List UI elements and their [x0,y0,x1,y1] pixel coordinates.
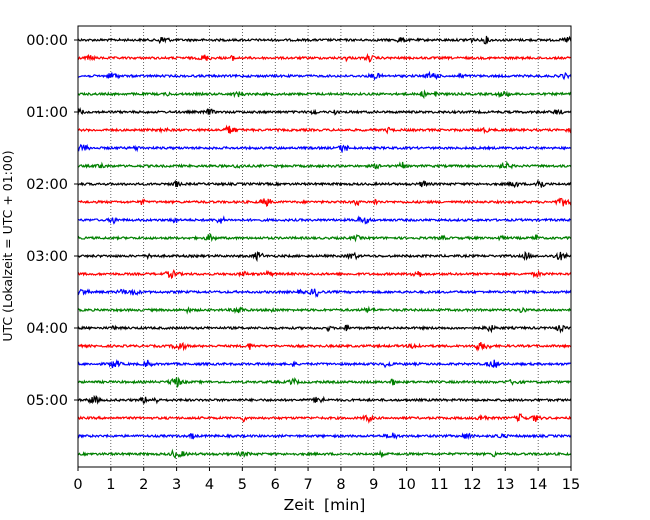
x-tick-label: 11 [430,477,448,493]
trace-0430 [77,358,572,369]
trace-0230 [77,215,572,225]
trace-0200 [77,178,572,189]
x-tick-label: 6 [271,477,280,493]
trace-0300 [77,250,572,263]
trace-0545 [77,448,572,459]
x-axis-ticks: 0 1 2 3 4 5 6 7 8 9 10 11 12 13 14 15 [73,467,580,493]
y-tick-label: 05:00 [26,393,68,409]
x-tick-label: 7 [303,477,312,493]
x-tick-label: 12 [463,477,481,493]
y-axis-label: UTC (Lokalzeit = UTC + 01:00) [0,150,15,341]
x-axis-label: Zeit [min] [284,496,366,514]
trace-0030 [77,70,572,81]
x-tick-label: 1 [106,477,115,493]
trace-0130 [77,143,572,154]
x-tick-label: 13 [496,477,514,493]
trace-0045 [77,89,572,100]
trace-0215 [77,197,572,208]
trace-0115 [77,124,572,135]
y-axis-ticks: 00:00 01:00 02:00 03:00 04:00 05:00 [26,33,78,409]
y-tick-label: 02:00 [26,177,68,193]
x-tick-label: 9 [369,477,378,493]
x-tick-label: 15 [562,477,580,493]
trace-0330 [77,288,572,298]
trace-0445 [77,376,572,389]
trace-0015 [77,52,572,63]
x-tick-label: 8 [336,477,345,493]
x-tick-label: 4 [205,477,214,493]
x-tick-label: 2 [139,477,148,493]
x-tick-label: 14 [529,477,547,493]
trace-0315 [77,268,572,280]
trace-0415 [77,341,572,352]
y-tick-label: 04:00 [26,321,68,337]
trace-0400 [77,324,572,334]
plot-frame [77,25,572,468]
trace-0345 [77,305,572,315]
trace-0530 [77,432,572,440]
trace-0145 [77,160,572,170]
y-tick-label: 03:00 [26,249,68,265]
x-tick-label: 10 [397,477,415,493]
x-tick-label: 3 [172,477,181,493]
seismogram-traces [77,35,572,459]
x-tick-label: 5 [238,477,247,493]
trace-0500 [77,394,572,405]
x-tick-label: 0 [73,477,82,493]
y-tick-label: 00:00 [26,33,68,49]
trace-0245 [77,233,572,243]
trace-0100 [77,106,572,116]
y-tick-label: 01:00 [26,105,68,121]
trace-0515 [77,413,572,424]
trace-0000 [77,35,572,45]
